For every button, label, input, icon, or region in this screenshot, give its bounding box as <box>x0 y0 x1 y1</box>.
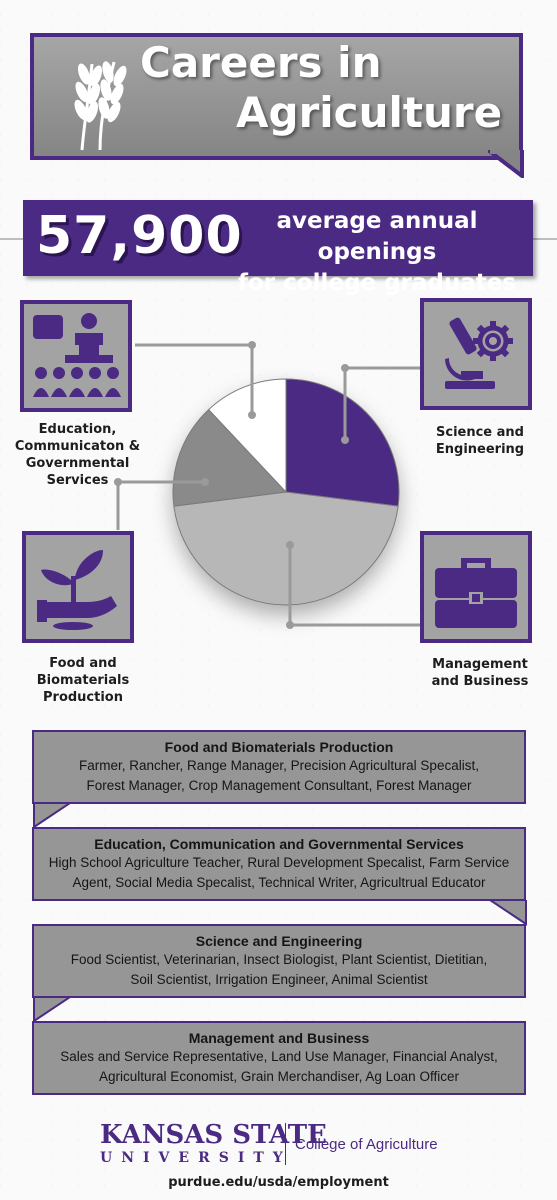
wheat-icon <box>74 61 127 151</box>
label-management: Management and Business <box>425 656 535 690</box>
food-icon-box <box>22 531 134 643</box>
speech-bubble-tail <box>488 150 524 178</box>
label-management-line-2: and Business <box>431 674 529 689</box>
label-science-line-2: Engineering <box>435 442 525 457</box>
university-subtitle: UNIVERSITY <box>100 1150 292 1166</box>
label-education-line-4: Services <box>46 473 109 488</box>
career-bar-title: Education, Communication and Governmenta… <box>94 836 464 852</box>
career-bar-line: Forest Manager, Crop Management Consulta… <box>86 778 472 793</box>
pie-slice-3 <box>207 378 287 494</box>
career-bar-science: Science and Engineering Food Scientist, … <box>32 924 526 998</box>
career-bar-food: Food and Biomaterials Production Farmer,… <box>32 730 526 804</box>
career-bar-line: Sales and Service Representative, Land U… <box>60 1049 498 1064</box>
label-food: Food and Biomaterials Production <box>18 655 148 706</box>
bar-tail <box>33 803 72 829</box>
career-bar-line: Soil Scientist, Irrigation Engineer, Ani… <box>130 972 428 987</box>
footer-divider <box>285 1123 286 1165</box>
label-food-line-1: Food and <box>49 656 117 671</box>
page-title: Careers in Agriculture <box>140 38 520 138</box>
career-bar-education: Education, Communication and Governmenta… <box>32 827 526 901</box>
openings-number: 57,900 <box>36 206 243 266</box>
label-management-line-1: Management <box>432 657 528 672</box>
label-education: Education, Communicaton & Governmental S… <box>10 421 145 489</box>
label-food-line-3: Production <box>43 690 123 705</box>
college-name: College of Agriculture <box>295 1136 438 1153</box>
label-science: Science and Engineering <box>425 424 535 458</box>
briefcase-icon <box>435 558 517 628</box>
career-bar-title: Science and Engineering <box>195 933 363 949</box>
footer-url[interactable]: purdue.edu/usda/employment <box>168 1175 389 1190</box>
career-bar-title: Management and Business <box>188 1030 370 1046</box>
openings-description: average annual openings for college grad… <box>222 206 532 299</box>
university-wordmark: KANSAS STATE <box>100 1120 327 1150</box>
openings-text-line-1: average annual openings <box>276 208 478 265</box>
career-bar-line: Agricultural Economist, Grain Merchandis… <box>99 1069 459 1084</box>
education-icon-box <box>20 300 132 412</box>
openings-text-line-2: for college graduates <box>238 270 516 296</box>
pie-slice-1 <box>173 491 399 606</box>
teacher-presentation-icon <box>33 313 121 397</box>
title-line-2: Agriculture <box>236 88 503 137</box>
bar-tail <box>488 900 527 926</box>
stat-banner <box>23 200 533 276</box>
microscope-gear-icon <box>445 317 513 389</box>
science-icon-box <box>420 298 532 410</box>
pie-chart <box>114 341 420 629</box>
label-education-line-3: Governmental <box>25 456 130 471</box>
career-bar-line: High School Agriculture Teacher, Rural D… <box>48 855 510 870</box>
label-education-line-1: Education, <box>38 422 117 437</box>
label-education-line-2: Communicaton & <box>14 439 141 454</box>
management-icon-box <box>420 531 532 643</box>
career-bar-line: Farmer, Rancher, Range Manager, Precisio… <box>79 758 479 773</box>
career-bar-line: Agent, Social Media Specalist, Technical… <box>72 875 486 890</box>
career-bar-title: Food and Biomaterials Production <box>164 739 394 755</box>
bar-tail <box>33 997 72 1023</box>
title-line-1: Careers in <box>140 38 382 87</box>
label-science-line-1: Science and <box>436 425 524 440</box>
label-food-line-2: Biomaterials <box>36 673 130 688</box>
hand-plant-icon <box>37 550 117 630</box>
career-bar-management: Management and Business Sales and Servic… <box>32 1021 526 1095</box>
career-bar-line: Food Scientist, Veterinarian, Insect Bio… <box>70 952 488 967</box>
